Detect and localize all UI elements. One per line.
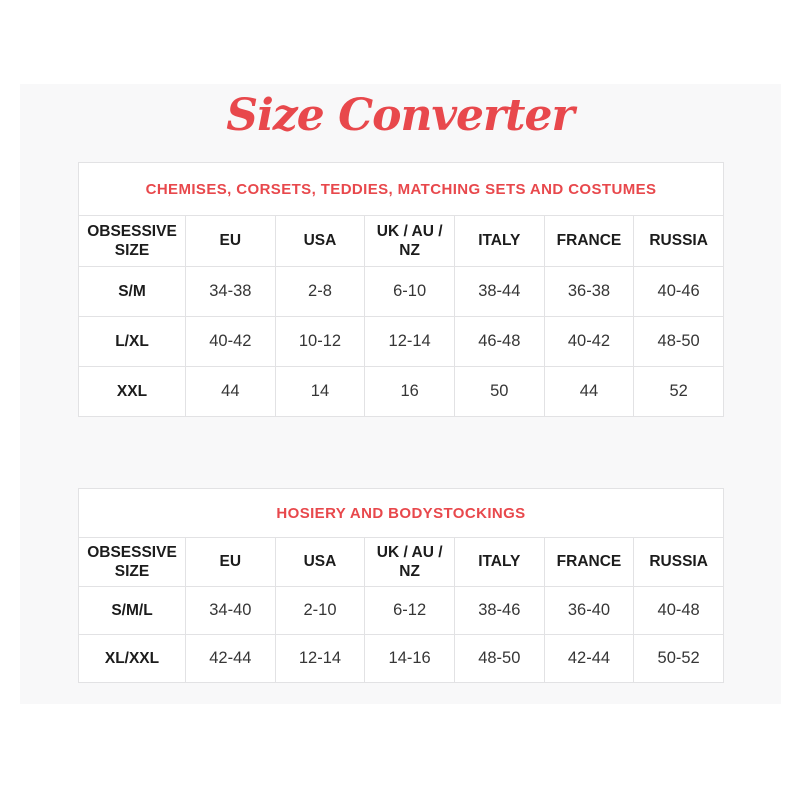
size-cell: 38-46 <box>453 586 545 635</box>
size-cell: 52 <box>633 366 724 417</box>
size-cell: 34-38 <box>185 266 276 317</box>
size-cell: 10-12 <box>274 316 366 367</box>
row-label-cell: S/M/L <box>78 586 186 635</box>
column-header: EU <box>185 215 276 267</box>
table-row: L/XL 40-42 10-12 12-14 46-48 40-42 48-50 <box>78 316 724 367</box>
column-header: FRANCE <box>543 537 635 587</box>
table-head: CHEMISES, CORSETS, TEDDIES, MATCHING SET… <box>78 162 724 267</box>
size-cell: 14 <box>274 366 366 417</box>
size-cell: 50 <box>453 366 545 417</box>
size-cell: 48-50 <box>453 634 545 683</box>
table-row: S/M 34-38 2-8 6-10 38-44 36-38 40-46 <box>78 266 724 317</box>
page-title: Size Converter <box>226 90 574 141</box>
size-cell: 2-8 <box>274 266 366 317</box>
column-header-row: OBSESSIVE SIZE EU USA UK / AU / NZ ITALY FRAN… <box>78 537 724 587</box>
row-label-cell: XL/XXL <box>78 634 186 683</box>
size-cell: 50-52 <box>633 634 724 683</box>
column-header: USA <box>274 537 366 587</box>
column-header: UK / AU / NZ <box>364 537 455 587</box>
size-cell: 12-14 <box>364 316 455 367</box>
table-title: CHEMISES, CORSETS, TEDDIES, MATCHING SET… <box>78 162 724 216</box>
size-conversion-table: HOSIERY AND BODYSTOCKINGS OBSESSIVE SIZE E… <box>78 488 724 683</box>
size-cell: 6-12 <box>364 586 455 635</box>
column-header: ITALY <box>453 215 545 267</box>
size-cell: 46-48 <box>453 316 545 367</box>
column-header-row: OBSESSIVE SIZE EU USA UK / AU / NZ ITALY FRAN… <box>78 215 724 267</box>
table-title: HOSIERY AND BODYSTOCKINGS <box>78 488 724 538</box>
size-cell: 42-44 <box>185 634 276 683</box>
size-cell: 44 <box>185 366 276 417</box>
column-header: FRANCE <box>543 215 635 267</box>
size-table-hosiery: HOSIERY AND BODYSTOCKINGS OBSESSIVE SIZE E… <box>78 488 724 683</box>
row-label-cell: L/XL <box>78 316 186 367</box>
size-cell: 48-50 <box>633 316 724 367</box>
column-header: EU <box>185 537 276 587</box>
column-header: OBSESSIVE SIZE <box>78 537 186 587</box>
size-cell: 2-10 <box>274 586 366 635</box>
size-cell: 14-16 <box>364 634 455 683</box>
row-label-cell: XXL <box>78 366 186 417</box>
column-header: UK / AU / NZ <box>364 215 455 267</box>
table-row: XXL 44 14 16 50 44 52 <box>78 366 724 417</box>
table-head: HOSIERY AND BODYSTOCKINGS OBSESSIVE SIZE E… <box>78 488 724 587</box>
row-label-cell: S/M <box>78 266 186 317</box>
size-cell: 38-44 <box>453 266 545 317</box>
size-cell: 40-46 <box>633 266 724 317</box>
size-cell: 42-44 <box>543 634 635 683</box>
size-cell: 34-40 <box>185 586 276 635</box>
column-header: RUSSIA <box>633 215 724 267</box>
table-body: S/M 34-38 2-8 6-10 38-44 36-38 40-46 L/XL 40-42 1… <box>78 266 724 417</box>
table-body: S/M/L 34-40 2-10 6-12 38-46 36-40 40-48 XL/XXL 4… <box>78 586 724 683</box>
size-cell: 16 <box>364 366 455 417</box>
size-conversion-table: CHEMISES, CORSETS, TEDDIES, MATCHING SET… <box>78 162 724 417</box>
size-cell: 44 <box>543 366 635 417</box>
size-cell: 40-48 <box>633 586 724 635</box>
column-header: OBSESSIVE SIZE <box>78 215 186 267</box>
column-header: RUSSIA <box>633 537 724 587</box>
column-header: USA <box>274 215 366 267</box>
table-row: S/M/L 34-40 2-10 6-12 38-46 36-40 40-48 <box>78 586 724 635</box>
column-header: ITALY <box>453 537 545 587</box>
size-cell: 36-38 <box>543 266 635 317</box>
size-cell: 40-42 <box>185 316 276 367</box>
size-cell: 12-14 <box>274 634 366 683</box>
size-cell: 36-40 <box>543 586 635 635</box>
table-row: XL/XXL 42-44 12-14 14-16 48-50 42-44 50-52 <box>78 634 724 683</box>
size-cell: 6-10 <box>364 266 455 317</box>
size-table-chemises: CHEMISES, CORSETS, TEDDIES, MATCHING SET… <box>78 162 724 417</box>
size-cell: 40-42 <box>543 316 635 367</box>
